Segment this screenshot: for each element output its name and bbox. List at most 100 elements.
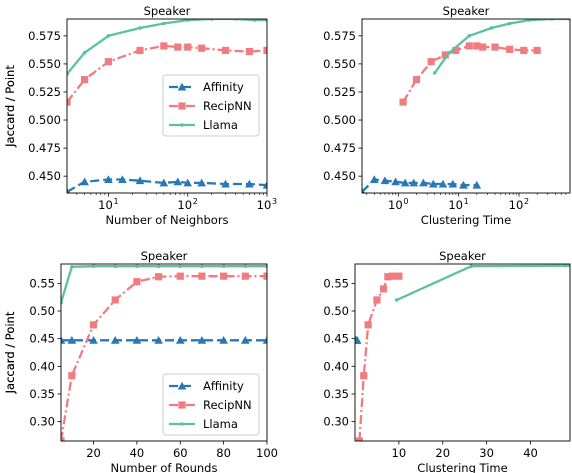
- data-point-affinity: [438, 179, 448, 188]
- plot-frame: [354, 263, 571, 442]
- data-point-recipnn: [263, 46, 267, 55]
- legend-box: [162, 74, 260, 137]
- x-tick-label: 40: [130, 446, 145, 460]
- x-tick-label: 10: [98, 198, 113, 212]
- data-point-recipnn: [174, 43, 182, 51]
- x-tick-label: 10: [388, 198, 403, 212]
- data-point-affinity: [362, 187, 366, 193]
- data-point-recipnn: [221, 46, 230, 55]
- x-axis-label: Number of Neighbors: [105, 213, 228, 227]
- data-point-recipnn: [520, 46, 528, 55]
- series-line-llama: [396, 264, 570, 302]
- data-point-llama: [469, 264, 474, 269]
- data-point-affinity: [355, 336, 362, 344]
- data-point-llama: [162, 21, 166, 26]
- y-tick-label: 0.55: [323, 276, 349, 290]
- x-tick-exponent: 1: [464, 197, 469, 206]
- y-tick-label: 0.500: [28, 113, 61, 127]
- y-tick-label: 0.45: [323, 332, 349, 346]
- data-point-llama: [489, 26, 494, 30]
- data-point-recipnn: [80, 76, 89, 84]
- data-point-llama: [106, 34, 111, 38]
- data-point-recipnn: [89, 321, 98, 329]
- legend-label-affinity: Affinity: [203, 379, 244, 393]
- data-point-recipnn: [111, 296, 119, 304]
- data-point-affinity: [132, 336, 142, 344]
- y-tick-label: 0.475: [28, 141, 61, 155]
- x-tick-exponent: 2: [193, 197, 198, 206]
- data-point-llama: [185, 19, 190, 22]
- data-point-affinity: [262, 336, 267, 344]
- data-point-affinity: [154, 336, 163, 344]
- plot-frame: [60, 263, 268, 442]
- data-point-recipnn: [160, 42, 168, 50]
- data-point-recipnn: [176, 272, 184, 280]
- x-tick-label: 10: [392, 446, 407, 460]
- data-point-recipnn: [364, 321, 372, 329]
- data-point-affinity: [448, 179, 458, 188]
- data-point-affinity: [262, 180, 267, 189]
- data-point-llama: [432, 71, 437, 75]
- data-point-affinity: [118, 175, 127, 183]
- data-point-llama: [221, 264, 226, 269]
- y-tick-label: 0.45: [29, 332, 55, 346]
- data-point-recipnn: [379, 285, 388, 293]
- legend-label-llama: Llama: [203, 417, 238, 431]
- data-point-recipnn: [241, 272, 249, 280]
- data-point-affinity: [197, 336, 207, 344]
- series-group: [355, 264, 570, 441]
- data-point-affinity: [391, 177, 400, 186]
- legend-marker-recipnn: [178, 102, 186, 110]
- data-point-recipnn: [245, 47, 254, 56]
- y-tick-label: 0.55: [29, 276, 55, 290]
- x-tick-label: 100: [256, 446, 278, 460]
- x-tick-label: 10: [448, 198, 463, 212]
- data-point-llama: [113, 264, 118, 269]
- x-axis-label: Clustering Time: [421, 213, 511, 227]
- subplot-1: 10 1 10 2 10 30.4500.4750.5000.5250.5500.575S…: [3, 4, 277, 227]
- legend-marker-affinity: [177, 381, 187, 390]
- data-point-recipnn: [104, 58, 113, 66]
- data-point-recipnn: [355, 437, 363, 441]
- data-point-recipnn: [198, 272, 206, 280]
- y-axis-label: Jaccard / Point: [3, 65, 17, 148]
- data-point-affinity: [110, 336, 120, 344]
- chart-title: Speaker: [439, 249, 486, 263]
- subplot-3: 20 40 60 80 100 0.30 0.35 0.40 0.45 0.50 0.55 Speak…: [3, 249, 278, 473]
- x-tick-label: 60: [173, 446, 188, 460]
- data-point-llama: [507, 21, 512, 26]
- data-point-affinity: [459, 180, 468, 189]
- data-point-affinity: [429, 179, 438, 188]
- data-point-affinity: [245, 179, 254, 188]
- x-tick-label: 10: [177, 198, 192, 212]
- y-tick-label: 0.40: [323, 359, 349, 373]
- legend-marker-llama: [180, 123, 184, 127]
- data-point-recipnn: [136, 46, 144, 55]
- x-tick-exponent: 2: [524, 197, 529, 206]
- data-point-recipnn: [263, 272, 267, 280]
- subplot-2: 10 0 10 1 10 20.4500.4750.5000.5250.5500.575S…: [3, 4, 571, 227]
- y-tick-label: 0.525: [323, 85, 356, 99]
- plot-frame: [361, 18, 571, 194]
- data-point-llama: [447, 50, 452, 55]
- data-point-recipnn: [67, 98, 71, 106]
- x-tick-exponent: 3: [272, 197, 277, 206]
- data-point-affinity: [219, 336, 228, 344]
- x-tick-label: 40: [523, 446, 538, 460]
- series-line-llama: [67, 19, 267, 75]
- legend: Affinity RecipNN Llama: [162, 373, 260, 436]
- legend-marker-recipnn: [178, 401, 186, 409]
- y-axis-label: Jaccard / Point: [3, 311, 17, 394]
- x-axis-label: Clustering Time: [417, 461, 507, 473]
- data-point-recipnn: [220, 272, 228, 280]
- legend-marker-affinity: [177, 82, 187, 91]
- data-point-affinity: [61, 336, 66, 344]
- chart-title: Speaker: [144, 4, 191, 18]
- series-line-llama: [433, 19, 570, 74]
- legend-marker-llama: [180, 422, 184, 426]
- y-tick-label: 0.550: [323, 57, 356, 71]
- data-point-affinity: [175, 336, 185, 344]
- data-point-affinity: [67, 336, 77, 344]
- legend-label-llama: Llama: [203, 118, 238, 132]
